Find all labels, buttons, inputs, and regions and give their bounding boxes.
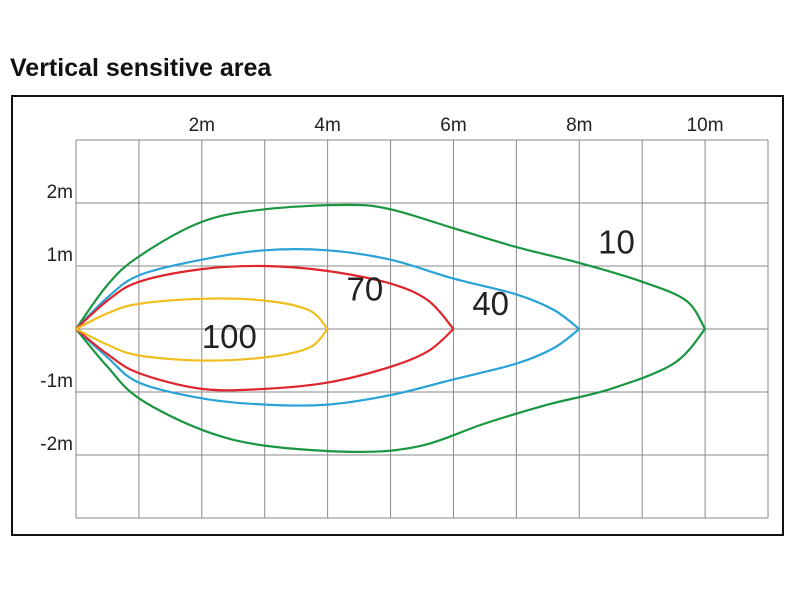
chart-frame (11, 95, 784, 536)
curve-70-upper (75, 264, 455, 330)
curve-40-lower (75, 328, 580, 407)
curve-labels: 10 40 70 100 (202, 223, 635, 355)
sensitivity-curves (75, 203, 707, 453)
y-tick-label: 2m (47, 182, 73, 203)
curve-70-lower (75, 328, 455, 392)
x-tick-label: 8m (566, 115, 592, 136)
y-tick-label: 1m (47, 245, 73, 266)
curve-40-upper (75, 248, 580, 330)
chart-title: Vertical sensitive area (10, 54, 272, 82)
grid (75, 139, 769, 519)
x-tick-label: 2m (189, 115, 215, 136)
curve-10-lower (75, 328, 706, 453)
curve-100-lower (75, 328, 329, 362)
y-tick-label: -1m (40, 371, 73, 392)
curve-10-upper (75, 203, 707, 330)
x-tick-label: 10m (687, 115, 724, 136)
tick-labels: 2m 4m 6m 8m 10m 2m 1m -1m -2m (40, 115, 723, 455)
curve-label-10: 10 (598, 223, 635, 260)
y-tick-label: -2m (40, 434, 73, 455)
x-tick-label: 6m (440, 115, 466, 136)
curve-100-upper (75, 297, 329, 330)
x-tick-label: 4m (314, 115, 340, 136)
curve-label-100: 100 (202, 318, 257, 355)
curve-label-40: 40 (472, 285, 509, 322)
curve-label-70: 70 (347, 271, 384, 308)
